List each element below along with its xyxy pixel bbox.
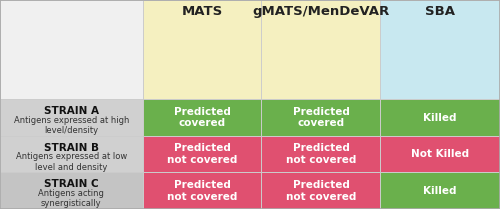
Bar <box>262 172 380 209</box>
Bar <box>0 0 142 99</box>
Bar <box>262 0 380 99</box>
Bar <box>380 99 500 136</box>
Text: Predicted
not covered: Predicted not covered <box>167 180 237 201</box>
Text: Killed: Killed <box>424 113 457 122</box>
Bar <box>380 172 500 209</box>
Text: STRAIN A: STRAIN A <box>44 106 99 116</box>
Bar <box>0 136 142 172</box>
Text: Antigens acting
synergistically: Antigens acting synergistically <box>38 189 104 208</box>
Bar <box>262 136 380 172</box>
Text: Antigens expressed at high
level/density: Antigens expressed at high level/density <box>14 116 129 135</box>
Text: Antigens expressed at low
level and density: Antigens expressed at low level and dens… <box>16 153 127 172</box>
Text: SBA: SBA <box>425 5 455 18</box>
Text: Predicted
not covered: Predicted not covered <box>167 143 237 165</box>
Text: STRAIN B: STRAIN B <box>44 143 99 153</box>
Bar <box>142 172 262 209</box>
Text: STRAIN C: STRAIN C <box>44 179 98 189</box>
Bar <box>380 0 500 99</box>
Bar <box>142 0 262 99</box>
Text: Predicted
covered: Predicted covered <box>292 107 350 128</box>
Text: Killed: Killed <box>424 186 457 196</box>
Bar <box>0 172 142 209</box>
Bar <box>262 99 380 136</box>
Text: Predicted
not covered: Predicted not covered <box>286 180 356 201</box>
Text: Not Killed: Not Killed <box>411 149 470 159</box>
Text: Predicted
covered: Predicted covered <box>174 107 231 128</box>
Bar <box>0 99 142 136</box>
Text: MATS: MATS <box>182 5 222 18</box>
Text: gMATS/MenDeVAR: gMATS/MenDeVAR <box>252 5 390 18</box>
Bar <box>380 136 500 172</box>
Bar <box>142 136 262 172</box>
Text: Predicted
not covered: Predicted not covered <box>286 143 356 165</box>
Bar <box>142 99 262 136</box>
